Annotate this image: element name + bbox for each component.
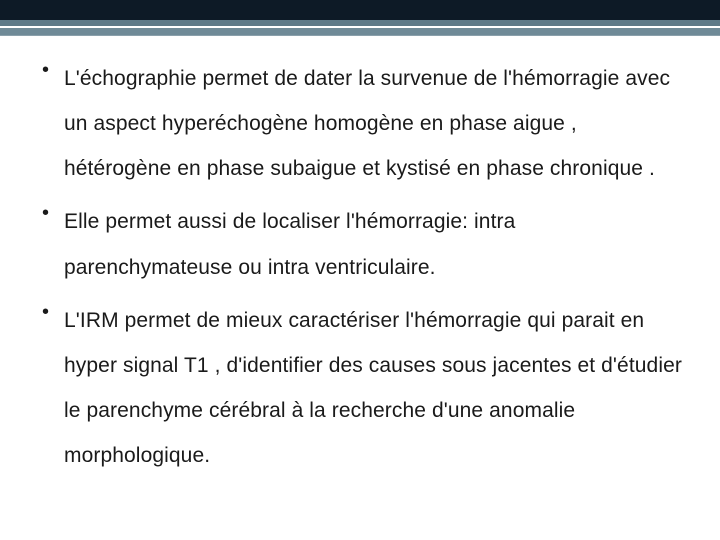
list-item-text: Elle permet aussi de localiser l'hémorra…: [64, 210, 515, 278]
header-stripe-4: [0, 35, 720, 36]
list-item-text: L'IRM permet de mieux caractériser l'hém…: [64, 309, 682, 467]
header-stripe-3: [0, 28, 720, 35]
header-stripe-0: [0, 0, 720, 20]
list-item: L'échographie permet de dater la survenu…: [38, 56, 682, 191]
list-item: Elle permet aussi de localiser l'hémorra…: [38, 199, 682, 289]
header-band: [0, 0, 720, 38]
content-area: L'échographie permet de dater la survenu…: [0, 38, 720, 478]
bullet-list: L'échographie permet de dater la survenu…: [38, 56, 682, 478]
slide: L'échographie permet de dater la survenu…: [0, 0, 720, 540]
list-item: L'IRM permet de mieux caractériser l'hém…: [38, 298, 682, 479]
list-item-text: L'échographie permet de dater la survenu…: [64, 67, 670, 180]
